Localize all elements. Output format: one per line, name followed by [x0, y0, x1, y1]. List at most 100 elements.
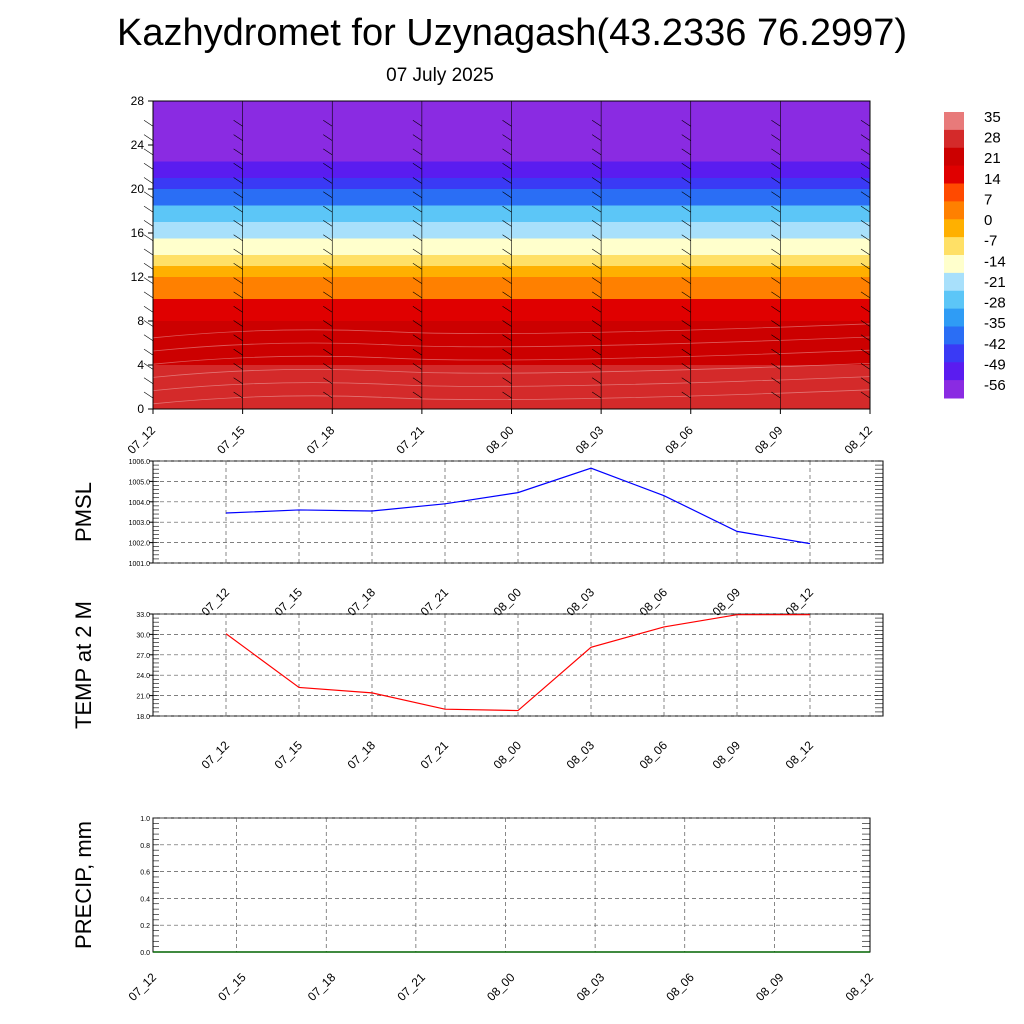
wind-barb [771, 320, 781, 327]
colorbar-swatch [944, 129, 964, 149]
wind-barb [681, 391, 691, 399]
precip-x-tick-label: 08_00 [484, 970, 518, 1004]
wind-barb [233, 277, 243, 284]
colorbar-label: 7 [984, 191, 992, 208]
colorbar-label: -42 [984, 336, 1006, 353]
colorbar-swatch [944, 362, 964, 381]
wind-barb [412, 205, 423, 213]
wind-barb [771, 277, 781, 284]
wind-barb [323, 277, 333, 284]
wind-barb [771, 334, 781, 342]
wind-barb [233, 348, 243, 356]
wind-barb [323, 148, 333, 156]
wind-barb [502, 205, 512, 213]
wind-barb [143, 162, 154, 170]
wind-barb [323, 391, 333, 399]
wind-barb [323, 191, 333, 199]
y-tick-label: 4 [137, 358, 144, 372]
precip-x-tick-label: 07_21 [394, 970, 428, 1004]
x-tick-label: 07_15 [214, 423, 248, 457]
temp-x-tick-label: 08_03 [564, 738, 598, 772]
wind-barb [323, 220, 333, 227]
wind-barb [233, 120, 243, 127]
wind-barb [412, 320, 423, 327]
wind-barb [143, 320, 154, 327]
wind-barb [591, 277, 602, 284]
wind-barb [143, 348, 154, 356]
colorbar-swatch [944, 380, 964, 399]
contour-line [152, 349, 871, 365]
precip-y-tick-label: 0.2 [140, 923, 150, 930]
wind-barb [502, 334, 512, 342]
wind-barb [412, 220, 423, 227]
wind-barb [143, 334, 154, 342]
temp-y-tick-label: 18.0 [136, 714, 150, 721]
precip-x-tick-label: 08_03 [574, 970, 608, 1004]
wind-barb [502, 162, 512, 170]
wind-barb [681, 305, 691, 313]
wind-barb [860, 134, 871, 141]
wind-barb [412, 391, 423, 399]
wind-barb [860, 263, 871, 270]
wind-barb [502, 191, 512, 199]
wind-barb [681, 277, 691, 284]
wind-barb [860, 305, 871, 313]
wind-barb [860, 248, 871, 256]
wind-barb [233, 305, 243, 313]
precip-x-tick-label: 07_18 [305, 970, 339, 1004]
temp-y-tick-label: 33.0 [136, 612, 150, 619]
wind-barb [591, 248, 602, 256]
wind-barb [860, 191, 871, 199]
wind-barb [502, 391, 512, 399]
x-tick-label: 07_12 [125, 423, 159, 457]
wind-barb [323, 205, 333, 213]
colorbar-label: -7 [984, 233, 997, 250]
wind-barb [412, 162, 423, 170]
pmsl-y-tick-label: 1001.0 [129, 561, 151, 568]
wind-barb [860, 334, 871, 342]
wind-barb [591, 134, 602, 141]
temp-x-tick-label: 07_12 [199, 738, 233, 772]
wind-barb [771, 348, 781, 356]
colorbar-swatch [944, 326, 964, 345]
wind-barb [502, 148, 512, 156]
colorbar-swatch [944, 201, 964, 220]
colorbar-label: 14 [984, 171, 1001, 188]
pmsl-y-tick-label: 1005.0 [129, 479, 151, 486]
wind-barb [323, 263, 333, 270]
wind-barb [860, 348, 871, 356]
wind-barb [233, 148, 243, 156]
wind-barb [323, 234, 333, 241]
wind-barb [412, 291, 423, 299]
temp-axis-label: TEMP at 2 M [71, 601, 96, 729]
temp-x-tick-label: 08_12 [783, 738, 817, 772]
wind-barb [502, 348, 512, 356]
wind-barb [323, 377, 333, 384]
wind-barb [502, 134, 512, 141]
wind-barb [323, 134, 333, 141]
wind-barb [681, 120, 691, 127]
wind-barb [771, 363, 781, 370]
colorbar-label: -35 [984, 315, 1006, 332]
chart-title: Kazhydromet for Uzynagash(43.2336 76.299… [116, 12, 908, 54]
colorbar-label: -56 [984, 377, 1006, 394]
wind-barb [771, 234, 781, 241]
wind-barb [591, 305, 602, 313]
y-tick-label: 8 [137, 314, 144, 328]
wind-barb [233, 134, 243, 141]
wind-barb [502, 234, 512, 241]
y-tick-label: 28 [131, 94, 145, 108]
temp-y-tick-label: 21.0 [136, 694, 150, 701]
temp-x-tick-label: 08_09 [710, 738, 744, 772]
wind-barb [143, 377, 154, 384]
wind-barb [233, 234, 243, 241]
pmsl-y-tick-label: 1003.0 [129, 520, 151, 527]
wind-barb [860, 148, 871, 156]
colorbar-swatch [944, 165, 964, 184]
wind-barb [143, 234, 154, 241]
wind-barb [143, 191, 154, 199]
wind-barb [860, 234, 871, 241]
wind-barb [591, 263, 602, 270]
wind-barb [771, 377, 781, 384]
